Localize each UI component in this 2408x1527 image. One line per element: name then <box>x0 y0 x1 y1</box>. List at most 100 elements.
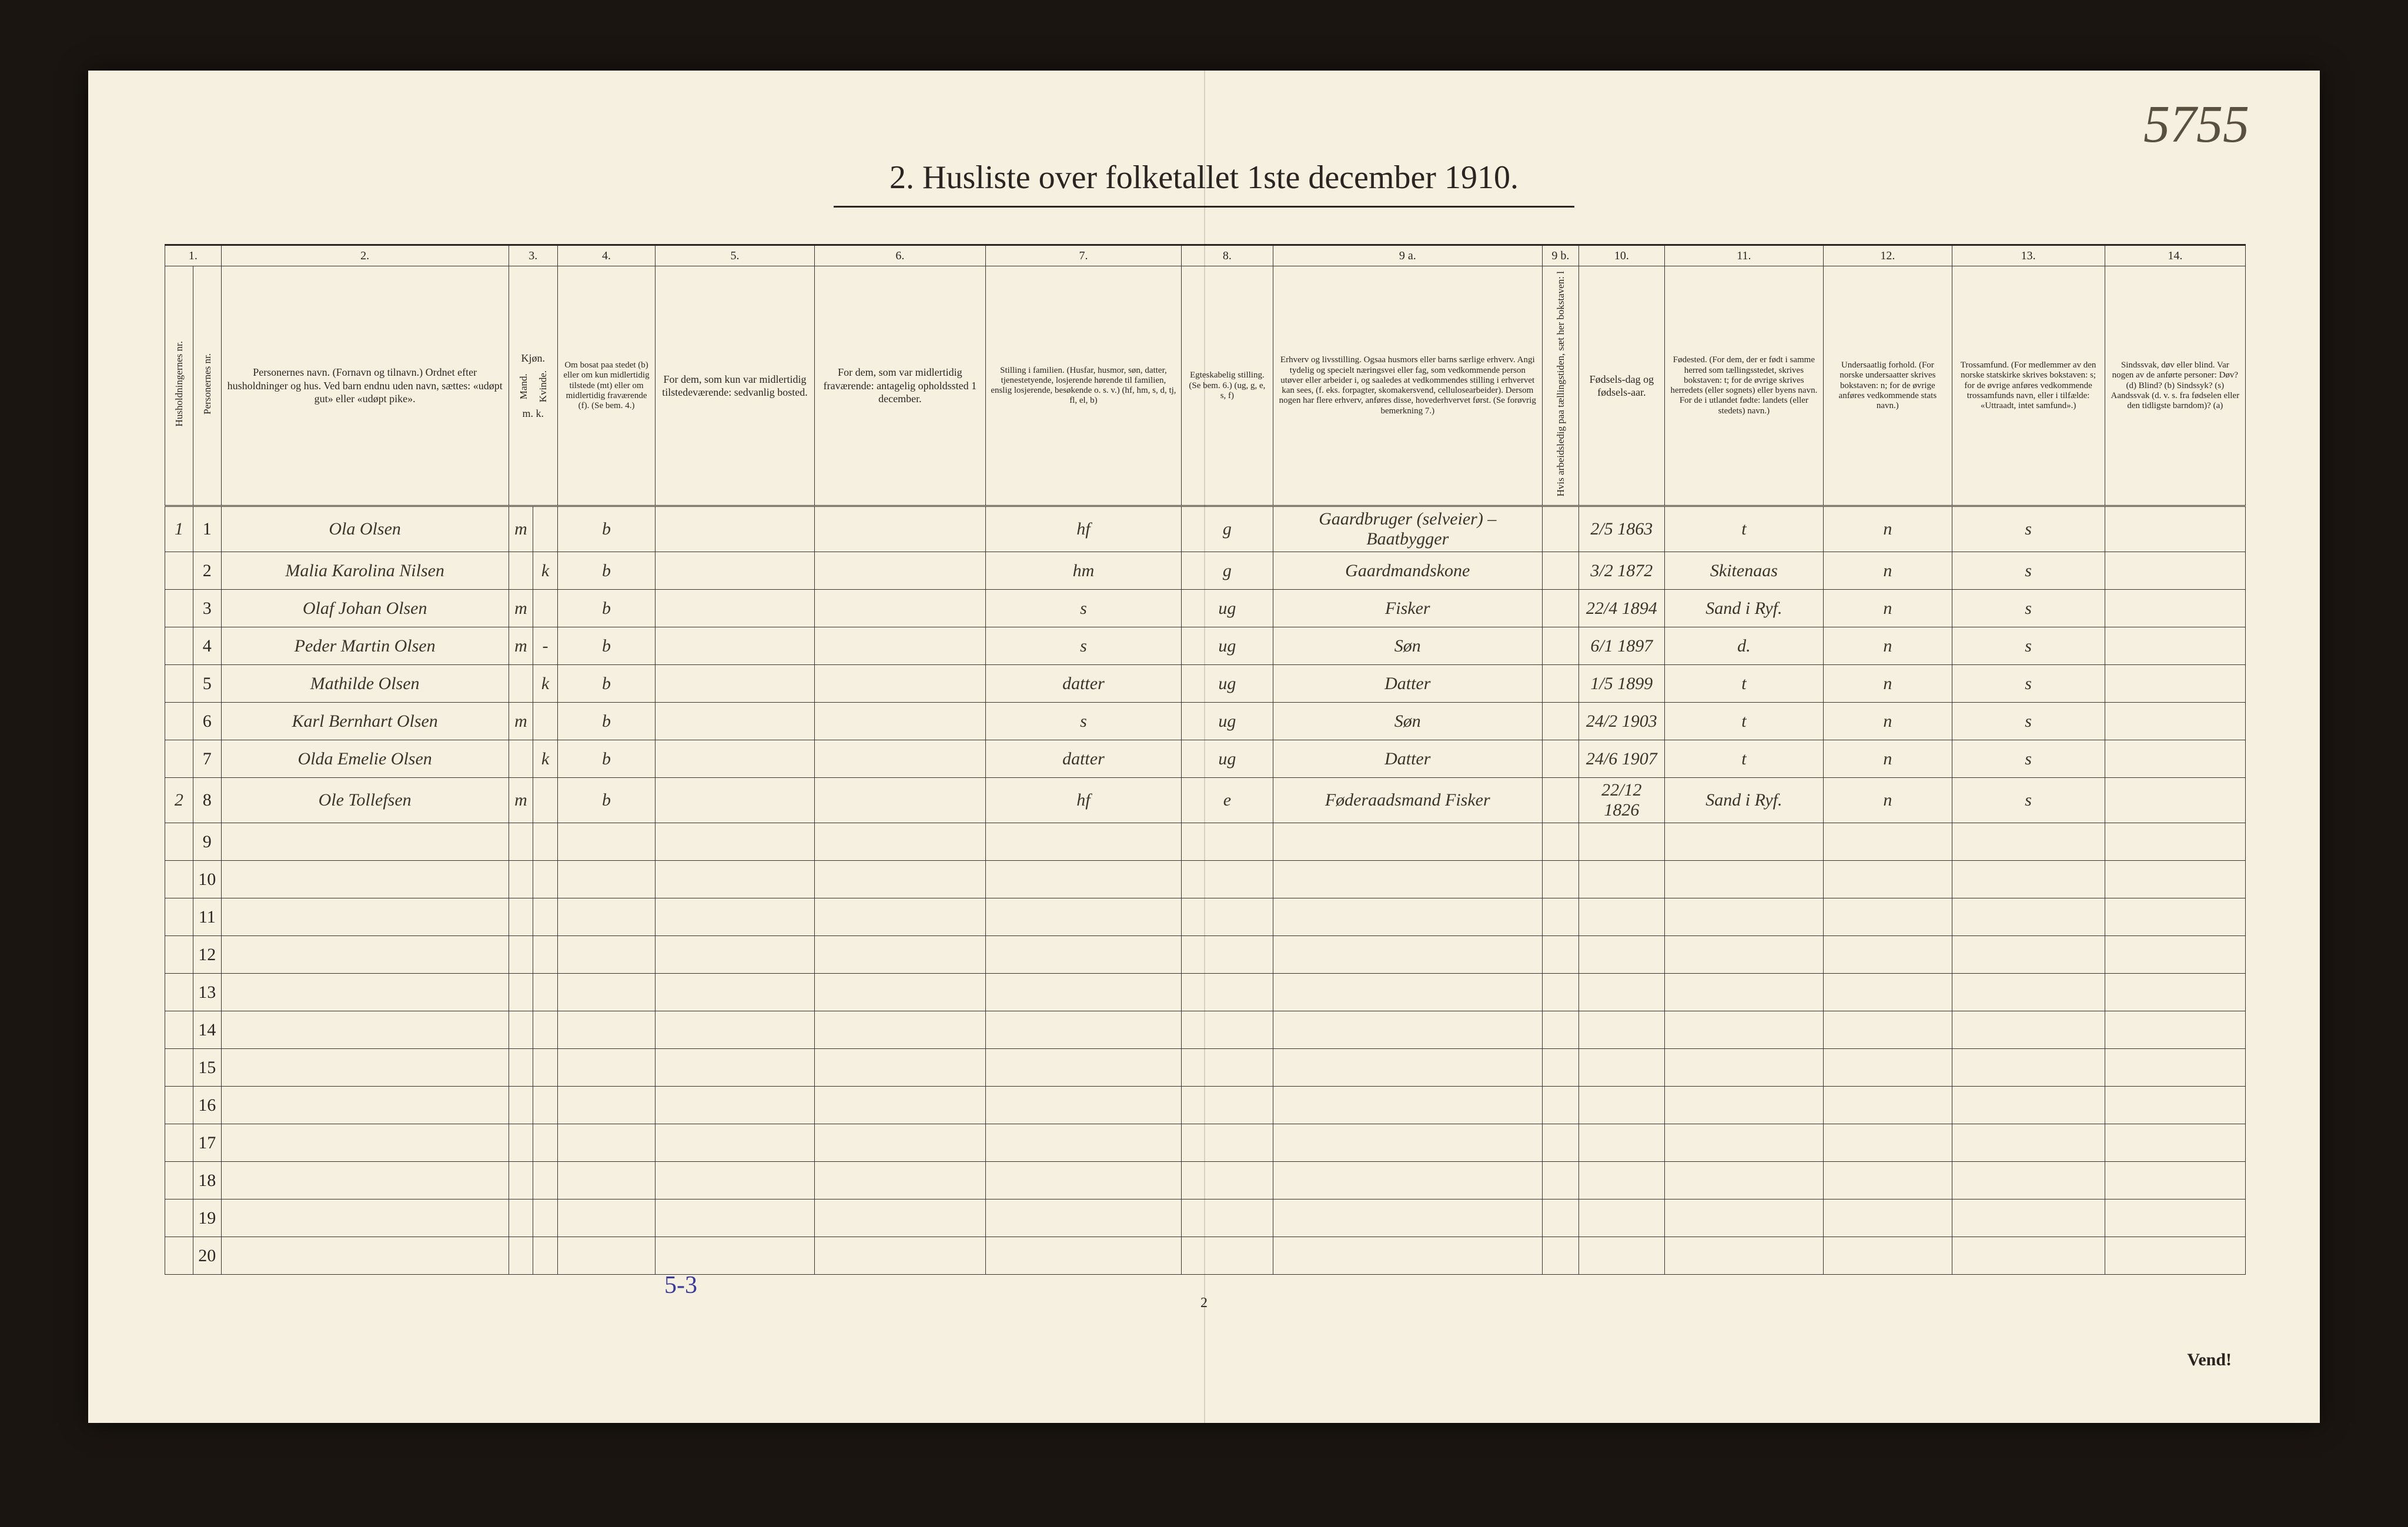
census-page: 5755 2. Husliste over folketallet 1ste d… <box>88 71 2320 1423</box>
cell-c4: b <box>557 778 655 823</box>
cell-c6 <box>814 1199 985 1237</box>
cell-c5 <box>655 1011 814 1049</box>
cell-c11 <box>1664 1199 1823 1237</box>
cell-c10 <box>1579 1237 1665 1275</box>
cell-c9a <box>1273 936 1542 974</box>
cell-c9b <box>1542 1199 1578 1237</box>
cell-c7 <box>986 861 1182 898</box>
cell-c5 <box>655 1049 814 1087</box>
cell-c5 <box>655 590 814 627</box>
cell-c6 <box>814 936 985 974</box>
cell-c10: 24/2 1903 <box>1579 703 1665 740</box>
cell-p: 4 <box>193 627 221 665</box>
cell-c5 <box>655 740 814 778</box>
cell-c12 <box>1824 974 1952 1011</box>
cell-c5 <box>655 974 814 1011</box>
cell-c11 <box>1664 1087 1823 1124</box>
cell-k: k <box>533 665 558 703</box>
cell-hh <box>165 861 193 898</box>
cell-hh <box>165 627 193 665</box>
cell-c13 <box>1952 1011 2105 1049</box>
cell-m <box>509 1124 533 1162</box>
cell-c11: t <box>1664 703 1823 740</box>
cell-c8: ug <box>1181 740 1273 778</box>
cell-hh <box>165 823 193 861</box>
cell-c4 <box>557 1011 655 1049</box>
cell-c11 <box>1664 861 1823 898</box>
cell-c11: d. <box>1664 627 1823 665</box>
cell-c4 <box>557 1087 655 1124</box>
colnum: 8. <box>1181 245 1273 266</box>
cell-c5 <box>655 898 814 936</box>
cell-c4: b <box>557 665 655 703</box>
table-row: 17 <box>165 1124 2246 1162</box>
cell-c12: n <box>1824 506 1952 552</box>
cell-c9b <box>1542 778 1578 823</box>
cell-c9b <box>1542 1087 1578 1124</box>
table-row: 2Malia Karolina NilsenkbhmgGaardmandskon… <box>165 552 2246 590</box>
colnum: 6. <box>814 245 985 266</box>
cell-c14 <box>2105 1011 2245 1049</box>
table-row: 11 <box>165 898 2246 936</box>
cell-c9a <box>1273 1162 1542 1199</box>
cell-hh <box>165 740 193 778</box>
colnum: 1. <box>165 245 222 266</box>
cell-c11: Sand i Ryf. <box>1664 778 1823 823</box>
cell-m <box>509 1199 533 1237</box>
cell-name <box>221 974 509 1011</box>
cell-c10 <box>1579 1011 1665 1049</box>
cell-c8 <box>1181 1087 1273 1124</box>
cell-c13 <box>1952 936 2105 974</box>
cell-name <box>221 1237 509 1275</box>
cell-m: m <box>509 506 533 552</box>
cell-c9b <box>1542 627 1578 665</box>
cell-c8 <box>1181 861 1273 898</box>
col-sex: Kjøn. Mand. Kvinde. m. k. <box>509 266 557 506</box>
cell-c7: datter <box>986 740 1182 778</box>
colnum: 7. <box>986 245 1182 266</box>
cell-c10: 1/5 1899 <box>1579 665 1665 703</box>
cell-name: Olaf Johan Olsen <box>221 590 509 627</box>
cell-c9a <box>1273 823 1542 861</box>
cell-m: m <box>509 590 533 627</box>
table-row: 3Olaf Johan OlsenmbsugFisker22/4 1894San… <box>165 590 2246 627</box>
cell-c14 <box>2105 665 2245 703</box>
cell-c4 <box>557 1162 655 1199</box>
cell-c4 <box>557 823 655 861</box>
cell-hh <box>165 703 193 740</box>
cell-c5 <box>655 1124 814 1162</box>
cell-p: 1 <box>193 506 221 552</box>
col-household-nr: Husholdningernes nr. <box>165 266 193 506</box>
cell-name: Malia Karolina Nilsen <box>221 552 509 590</box>
cell-m <box>509 974 533 1011</box>
cell-c13: s <box>1952 740 2105 778</box>
cell-c10 <box>1579 1049 1665 1087</box>
table-row: 9 <box>165 823 2246 861</box>
cell-m <box>509 1237 533 1275</box>
cell-c7 <box>986 936 1182 974</box>
cell-k <box>533 506 558 552</box>
cell-p: 18 <box>193 1162 221 1199</box>
cell-c10 <box>1579 974 1665 1011</box>
cell-c14 <box>2105 1199 2245 1237</box>
cell-k <box>533 936 558 974</box>
cell-c8: ug <box>1181 627 1273 665</box>
cell-p: 2 <box>193 552 221 590</box>
cell-c10: 22/12 1826 <box>1579 778 1665 823</box>
cell-m <box>509 1011 533 1049</box>
cell-c7 <box>986 898 1182 936</box>
cell-c8: ug <box>1181 665 1273 703</box>
cell-p: 5 <box>193 665 221 703</box>
cell-c4: b <box>557 590 655 627</box>
cell-name: Ole Tollefsen <box>221 778 509 823</box>
cell-c9b <box>1542 974 1578 1011</box>
cell-hh <box>165 974 193 1011</box>
cell-c6 <box>814 861 985 898</box>
cell-k <box>533 1011 558 1049</box>
cell-c8: ug <box>1181 703 1273 740</box>
cell-c13: s <box>1952 506 2105 552</box>
cell-hh <box>165 590 193 627</box>
cell-hh <box>165 898 193 936</box>
cell-c9b <box>1542 1237 1578 1275</box>
table-row: 12 <box>165 936 2246 974</box>
